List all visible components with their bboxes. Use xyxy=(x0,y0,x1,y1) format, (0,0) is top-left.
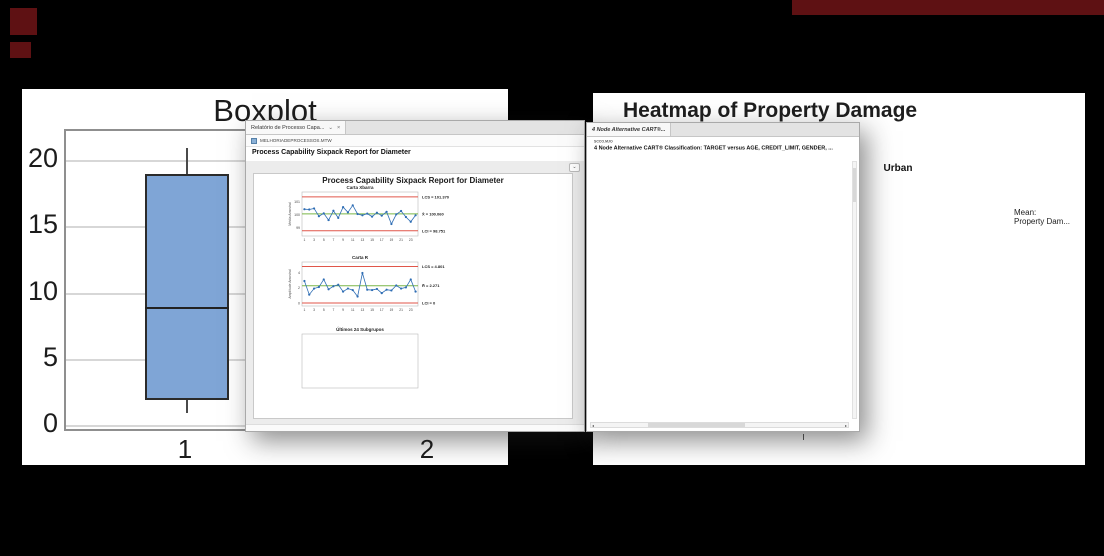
svg-text:19: 19 xyxy=(390,308,394,312)
svg-text:13: 13 xyxy=(361,238,365,242)
svg-text:1: 1 xyxy=(303,308,305,312)
boxplot-category-label-2: 2 xyxy=(419,434,435,464)
svg-text:Carta Xbarra: Carta Xbarra xyxy=(346,185,374,190)
heatmap-legend-title-2: Property Dam... xyxy=(1014,217,1071,226)
y-tick-label: 10 xyxy=(27,275,58,306)
svg-text:21: 21 xyxy=(399,238,403,242)
svg-text:23: 23 xyxy=(409,238,413,242)
decor-red-square-2 xyxy=(10,42,31,58)
scrollbar-thumb[interactable] xyxy=(647,423,746,427)
report-area: ⌄ Process Capability Sixpack Report for … xyxy=(246,161,584,424)
svg-text:Carta R: Carta R xyxy=(352,255,369,260)
decision-tree-canvas xyxy=(587,159,859,417)
heatmap-colorbar xyxy=(1014,233,1022,380)
sixpack-panel: Process Capability Sixpack Report for Di… xyxy=(253,173,573,419)
whisker-lower xyxy=(186,399,188,413)
last-24-subgroups-svg: Últimos 24 Subgrupos xyxy=(301,326,419,389)
svg-text:15: 15 xyxy=(370,308,374,312)
tab-caret-icon[interactable]: ⌄ xyxy=(328,124,333,131)
svg-text:Amplitude Amostral: Amplitude Amostral xyxy=(288,269,292,298)
cart-tab-title: 4 Node Alternative CART®... xyxy=(592,126,666,133)
decor-red-topbar xyxy=(792,0,1104,15)
svg-text:21: 21 xyxy=(399,308,403,312)
cart-content: SCCO.MJO 4 Node Alternative CART® Classi… xyxy=(587,137,859,431)
y-tick-label: 20 xyxy=(27,143,58,173)
svg-text:Média Amostral: Média Amostral xyxy=(288,202,292,226)
cart-tabbar: 4 Node Alternative CART®... xyxy=(587,123,859,137)
svg-text:R̄ = 2.271: R̄ = 2.271 xyxy=(422,283,440,288)
tab-close-icon[interactable]: × xyxy=(336,124,341,131)
heatmap-legend-title-1: Mean: xyxy=(1014,208,1037,217)
minitab-sixpack-window: Relatório de Processo Capa... ⌄ × MELHOR… xyxy=(245,120,585,432)
minitab-tab-title: Relatório de Processo Capa... xyxy=(251,124,325,131)
minitab-window-tab[interactable]: Relatório de Processo Capa... ⌄ × xyxy=(246,121,347,134)
y-tick-label: 5 xyxy=(42,341,58,372)
cart-output-heading: 4 Node Alternative CART® Classification:… xyxy=(594,145,833,151)
svg-text:3: 3 xyxy=(313,238,315,242)
svg-text:99: 99 xyxy=(296,226,300,230)
svg-text:5: 5 xyxy=(323,238,325,242)
collapse-button[interactable]: ⌄ xyxy=(569,163,580,172)
svg-text:LCI = 98.751: LCI = 98.751 xyxy=(422,228,446,233)
svg-text:9: 9 xyxy=(342,308,344,312)
heatmap-axis-tick xyxy=(803,434,804,440)
svg-text:9: 9 xyxy=(342,238,344,242)
vertical-scrollbar[interactable] xyxy=(852,161,857,419)
sixpack-report-title: Process Capability Sixpack Report for Di… xyxy=(322,176,504,185)
svg-text:LCI = 0: LCI = 0 xyxy=(422,300,436,305)
minitab-output-heading: Process Capability Sixpack Report for Di… xyxy=(246,147,584,161)
chevron-down-icon: ⌄ xyxy=(572,164,577,170)
svg-text:7: 7 xyxy=(332,238,334,242)
scroll-right-icon[interactable]: ▸ xyxy=(844,423,847,428)
y-tick-label: 0 xyxy=(42,408,58,438)
worksheet-icon xyxy=(251,137,257,144)
svg-text:5: 5 xyxy=(323,308,325,312)
svg-text:7: 7 xyxy=(332,308,334,312)
svg-text:23: 23 xyxy=(409,308,413,312)
svg-text:17: 17 xyxy=(380,308,384,312)
heatmap-column-label: Urban xyxy=(883,163,913,174)
cart-worksheet-name: SCCO.MJO xyxy=(594,140,613,144)
box-iqr xyxy=(145,174,229,400)
svg-text:1: 1 xyxy=(303,238,305,242)
svg-text:X̄ = 100.060: X̄ = 100.060 xyxy=(422,211,444,216)
svg-text:0: 0 xyxy=(298,301,300,305)
scroll-left-icon[interactable]: ◂ xyxy=(592,423,595,428)
svg-text:3: 3 xyxy=(313,308,315,312)
median-line xyxy=(145,306,229,309)
minitab-tabbar: Relatório de Processo Capa... ⌄ × xyxy=(246,121,584,135)
svg-text:17: 17 xyxy=(380,238,384,242)
whisker-upper xyxy=(186,147,188,175)
svg-text:100: 100 xyxy=(294,213,300,217)
scrollbar-thumb[interactable] xyxy=(853,168,856,202)
horizontal-scrollbar[interactable]: ◂ ▸ xyxy=(590,422,849,428)
minitab-worksheet-bar: MELHORIADEPROCESSOS.MTW xyxy=(246,135,584,147)
y-tick-label: 15 xyxy=(27,209,58,240)
svg-text:19: 19 xyxy=(390,238,394,242)
minitab-window-footer xyxy=(246,424,584,431)
svg-text:Últimos 24 Subgrupos: Últimos 24 Subgrupos xyxy=(336,326,384,332)
svg-text:LCS = 101.370: LCS = 101.370 xyxy=(422,194,450,199)
heatmap-title: Heatmap of Property Damage xyxy=(623,99,918,122)
svg-text:4: 4 xyxy=(298,271,300,275)
worksheet-name: MELHORIADEPROCESSOS.MTW xyxy=(260,138,332,143)
svg-text:13: 13 xyxy=(361,308,365,312)
cart-window-tab[interactable]: 4 Node Alternative CART®... xyxy=(587,123,672,136)
svg-text:15: 15 xyxy=(370,238,374,242)
boxplot-category-label-1: 1 xyxy=(177,434,193,464)
svg-text:11: 11 xyxy=(351,308,355,312)
svg-text:101: 101 xyxy=(294,200,300,204)
svg-text:11: 11 xyxy=(351,238,355,242)
cart-tree-window: 4 Node Alternative CART®... SCCO.MJO 4 N… xyxy=(586,122,860,432)
svg-text:LCS = 4.801: LCS = 4.801 xyxy=(422,264,445,269)
svg-text:2: 2 xyxy=(298,286,300,290)
decor-red-square-1 xyxy=(10,8,37,35)
